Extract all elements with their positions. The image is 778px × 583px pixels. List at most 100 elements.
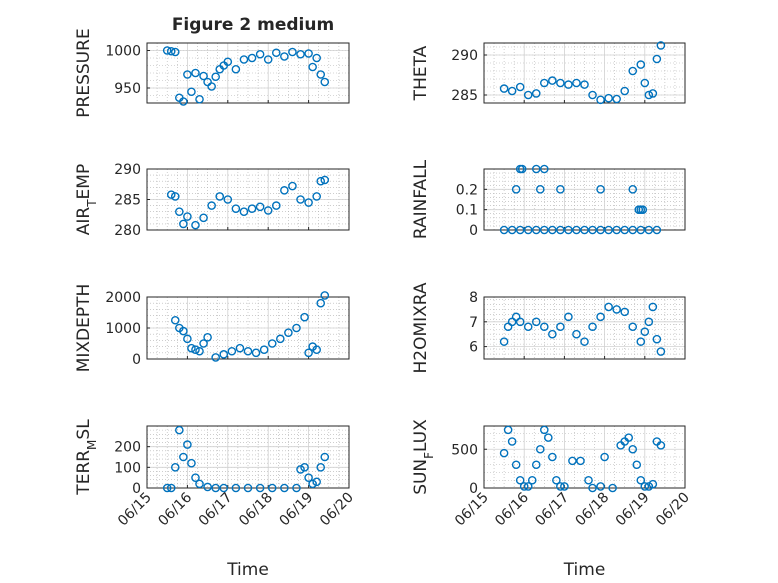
data-point bbox=[215, 192, 225, 201]
data-point bbox=[499, 337, 509, 346]
subplot-mixdepth: 0 1000 2000 MIXDEPTH bbox=[74, 284, 350, 373]
y-axis-label: SUNFLUX bbox=[411, 419, 436, 495]
data-point bbox=[175, 207, 184, 216]
data-point bbox=[556, 185, 565, 194]
data-point bbox=[636, 475, 646, 485]
data-point bbox=[612, 94, 621, 104]
data-point bbox=[515, 225, 525, 235]
data-point bbox=[183, 70, 192, 79]
data-point bbox=[588, 90, 597, 100]
data-point bbox=[580, 225, 589, 235]
subplot-h2omixra: 6 7 8 H2OMIXRA bbox=[411, 282, 686, 374]
data-point bbox=[191, 220, 200, 230]
data-point bbox=[564, 312, 573, 322]
y-tick-label: 0 bbox=[132, 481, 141, 497]
y-axis-label: TERRMSL bbox=[74, 419, 99, 496]
data-point bbox=[320, 175, 330, 185]
data-point bbox=[223, 195, 233, 204]
data-point bbox=[239, 55, 249, 64]
y-tick-label: 285 bbox=[451, 88, 478, 104]
data-point bbox=[535, 185, 545, 194]
data-point bbox=[548, 329, 557, 339]
data-point bbox=[596, 225, 605, 235]
data-point bbox=[515, 82, 525, 92]
data-point bbox=[628, 66, 638, 76]
data-point bbox=[271, 201, 281, 210]
data-point bbox=[511, 460, 521, 470]
data-point bbox=[548, 225, 557, 235]
axes-box bbox=[483, 168, 686, 231]
data-point bbox=[604, 225, 613, 235]
subplot-air_temp: 280 285 290 AIRTEMP bbox=[74, 162, 350, 239]
y-tick-label: 1000 bbox=[105, 321, 141, 337]
data-point bbox=[239, 207, 249, 216]
data-point bbox=[628, 185, 638, 194]
y-axis-label: RAINFALL bbox=[411, 159, 431, 239]
y-tick-label: 280 bbox=[114, 223, 141, 239]
data-point bbox=[540, 164, 549, 174]
data-point bbox=[219, 483, 229, 493]
data-point bbox=[596, 312, 605, 322]
data-point bbox=[576, 456, 585, 466]
data-point bbox=[531, 460, 541, 470]
y-tick-label: 0.2 bbox=[456, 182, 478, 198]
data-point bbox=[179, 97, 188, 106]
data-point bbox=[638, 205, 648, 214]
data-point bbox=[507, 225, 517, 235]
data-point bbox=[652, 225, 662, 235]
axes-box bbox=[146, 425, 350, 489]
axes-box bbox=[483, 296, 686, 360]
data-point bbox=[596, 482, 605, 491]
y-tick-label: 0 bbox=[469, 223, 478, 239]
data-point bbox=[316, 463, 326, 472]
data-point bbox=[191, 68, 200, 78]
y-tick-label: 290 bbox=[451, 48, 478, 64]
data-point bbox=[199, 339, 208, 348]
data-point bbox=[632, 460, 642, 470]
y-tick-label: 1000 bbox=[105, 44, 141, 60]
data-point bbox=[219, 350, 229, 359]
data-point bbox=[183, 334, 192, 344]
data-point bbox=[263, 206, 273, 215]
data-point bbox=[515, 317, 525, 327]
data-point bbox=[560, 482, 569, 491]
data-point bbox=[316, 176, 326, 186]
data-point bbox=[243, 483, 253, 493]
data-point bbox=[628, 322, 638, 332]
data-point bbox=[179, 452, 188, 462]
axes-box bbox=[146, 42, 350, 104]
data-point bbox=[535, 444, 545, 454]
data-point bbox=[523, 322, 533, 332]
y-tick-label: 2000 bbox=[105, 290, 141, 306]
data-point bbox=[304, 473, 313, 482]
data-point bbox=[531, 89, 541, 98]
data-point bbox=[247, 53, 257, 63]
data-point bbox=[207, 201, 216, 210]
data-point bbox=[652, 334, 662, 344]
data-point bbox=[259, 345, 269, 355]
data-point bbox=[304, 49, 313, 58]
data-point bbox=[515, 475, 525, 485]
data-point bbox=[166, 190, 176, 199]
data-point bbox=[304, 198, 313, 207]
data-point bbox=[166, 46, 176, 56]
data-point bbox=[316, 70, 326, 79]
data-point bbox=[170, 47, 180, 57]
data-point bbox=[170, 463, 180, 472]
data-point bbox=[531, 164, 541, 174]
data-point bbox=[572, 329, 581, 339]
data-point bbox=[308, 62, 317, 72]
y-tick-label: 285 bbox=[114, 193, 141, 209]
data-point bbox=[523, 90, 533, 100]
data-point bbox=[251, 348, 261, 358]
data-point bbox=[620, 307, 630, 317]
y-axis-label: MIXDEPTH bbox=[74, 284, 94, 373]
data-point bbox=[267, 339, 277, 348]
x-axis-label: Time bbox=[563, 560, 606, 580]
subplot-pressure: 950 1000 PRESSURE bbox=[74, 28, 350, 118]
data-point bbox=[572, 78, 581, 88]
data-point bbox=[620, 225, 630, 235]
data-point bbox=[572, 225, 581, 235]
data-point bbox=[320, 291, 330, 300]
